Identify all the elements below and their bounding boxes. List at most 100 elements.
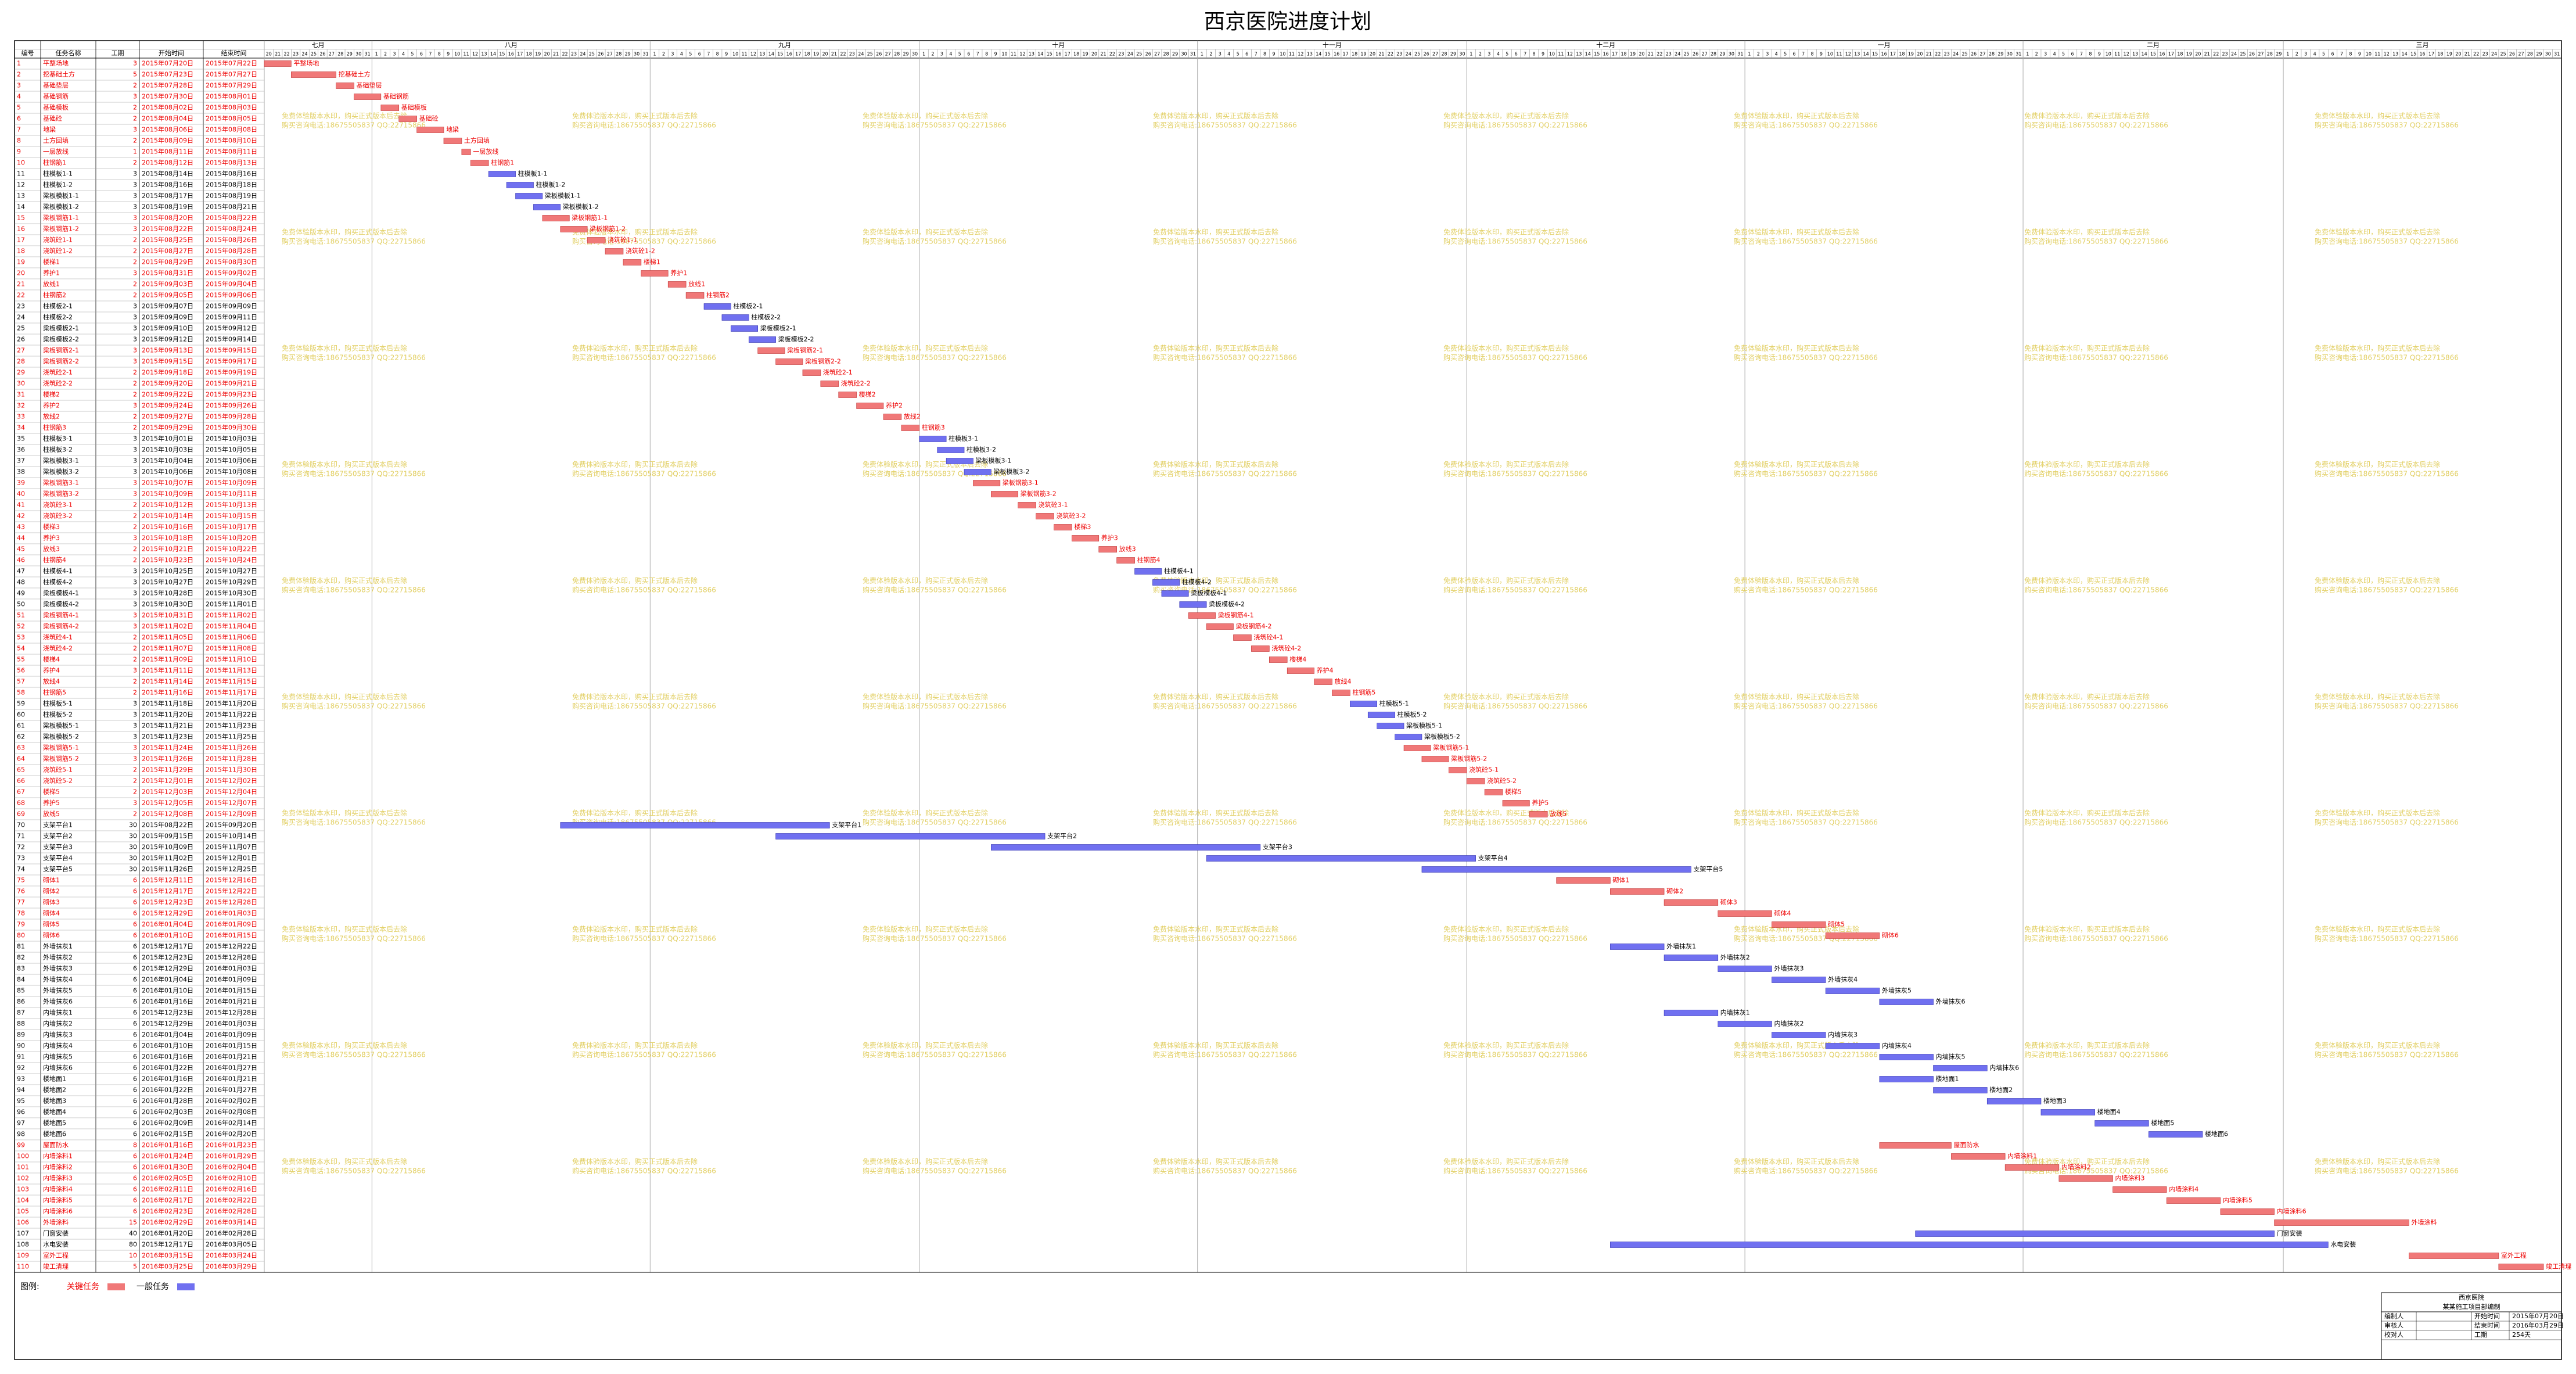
cell-text: 内墙抹灰3 xyxy=(43,1031,73,1039)
day-label: 4 xyxy=(2313,52,2316,57)
task-bar xyxy=(1161,590,1189,597)
cell-text: 2015年10月13日 xyxy=(206,501,257,509)
cell-text: 2015年09月15日 xyxy=(142,832,193,840)
cell-text: 2016年02月14日 xyxy=(206,1119,257,1127)
day-label: 3 xyxy=(2304,52,2307,57)
cell-text: 2015年10月25日 xyxy=(142,567,193,575)
cell-text: 梁板钢筋1-1 xyxy=(43,214,79,222)
day-label: 15 xyxy=(2150,52,2156,57)
cell-text: 内墙涂料5 xyxy=(43,1196,73,1204)
day-label: 29 xyxy=(2276,52,2282,57)
cell-text: 2 xyxy=(133,656,137,663)
watermark: 购买咨询电话:18675505837 QQ:22715866 xyxy=(1734,1050,1878,1059)
watermark: 购买咨询电话:18675505837 QQ:22715866 xyxy=(2024,586,2168,594)
task-bar xyxy=(2058,1175,2113,1182)
cell-text: 97 xyxy=(17,1120,25,1127)
cell-text: 6 xyxy=(133,1164,137,1171)
cell-text: 3 xyxy=(133,93,137,101)
watermark: 免费体验版本水印，购买正式版本后去除 xyxy=(282,460,407,469)
day-label: 30 xyxy=(2545,52,2551,57)
cell-text: 2016年01月04日 xyxy=(142,920,193,928)
cell-text: 外墙抹灰3 xyxy=(43,964,73,973)
day-label: 6 xyxy=(967,52,970,57)
cell-text: 68 xyxy=(17,799,25,807)
cell-text: 2015年09月15日 xyxy=(142,357,193,365)
bar-label: 内墙涂料3 xyxy=(2115,1174,2145,1182)
month-label: 十二月 xyxy=(1596,41,1615,49)
watermark: 免费体验版本水印，购买正式版本后去除 xyxy=(572,693,698,701)
cell-text: 2015年12月29日 xyxy=(142,909,193,917)
cell-text: 柱钢筋5 xyxy=(43,688,66,697)
cell-text: 6 xyxy=(133,1020,137,1028)
cell-text: 2015年10月07日 xyxy=(142,479,193,487)
day-label: 5 xyxy=(958,52,961,57)
cell-text: 37 xyxy=(17,457,25,465)
cell-text: 2015年11月10日 xyxy=(206,655,257,663)
cell-text: 50 xyxy=(17,601,25,608)
day-label: 20 xyxy=(1370,52,1375,57)
cell-text: 2015年08月24日 xyxy=(206,225,257,233)
bar-label: 柱模板5-2 xyxy=(1397,711,1427,719)
task-bar xyxy=(1986,1098,2042,1104)
day-label: 7 xyxy=(1802,52,1805,57)
watermark: 购买咨询电话:18675505837 QQ:22715866 xyxy=(2024,1167,2168,1175)
legend-swatch xyxy=(177,1283,195,1290)
cell-text: 2016年01月16日 xyxy=(142,998,193,1006)
cell-text: 98 xyxy=(17,1131,25,1138)
task-bar xyxy=(2498,1264,2544,1270)
cell-text: 2015年11月29日 xyxy=(142,766,193,774)
cell-text: 6 xyxy=(133,877,137,884)
watermark: 免费体验版本水印，购买正式版本后去除 xyxy=(2315,693,2440,701)
day-label: 22 xyxy=(2213,52,2219,57)
cell-text: 3 xyxy=(17,82,21,89)
bar-label: 楼梯2 xyxy=(859,390,876,399)
day-label: 12 xyxy=(750,52,756,57)
watermark: 免费体验版本水印，购买正式版本后去除 xyxy=(2315,809,2440,817)
day-label: 30 xyxy=(355,52,361,57)
day-label: 8 xyxy=(716,52,719,57)
cell-text: 92 xyxy=(17,1064,25,1072)
day-label: 10 xyxy=(1549,52,1555,57)
bar-label: 柱钢筋4 xyxy=(1137,556,1161,564)
cell-text: 6 xyxy=(133,987,137,995)
day-label: 22 xyxy=(1657,52,1662,57)
day-label: 21 xyxy=(2204,52,2210,57)
day-label: 17 xyxy=(2168,52,2174,57)
bar-label: 梁板模板1-2 xyxy=(563,203,599,211)
cell-text: 8 xyxy=(17,137,21,145)
day-label: 16 xyxy=(1881,52,1887,57)
day-label: 17 xyxy=(1343,52,1349,57)
bar-label: 浇筑砼3-2 xyxy=(1057,512,1086,520)
cell-text: 71 xyxy=(17,833,25,840)
cell-text: 2015年07月20日 xyxy=(142,59,193,67)
bar-label: 浇筑砼1-1 xyxy=(608,236,637,244)
day-label: 10 xyxy=(454,52,460,57)
cell-text: 2015年09月21日 xyxy=(206,379,257,388)
info-project: 西京医院 xyxy=(2459,1293,2484,1301)
cell-text: 2 xyxy=(133,424,137,432)
watermark: 购买咨询电话:18675505837 QQ:22715866 xyxy=(2024,121,2168,130)
cell-text: 2015年10月21日 xyxy=(142,545,193,553)
cell-text: 外墙抹灰2 xyxy=(43,953,73,962)
cell-text: 2015年11月13日 xyxy=(206,666,257,675)
day-label: 3 xyxy=(1219,52,1221,57)
cell-text: 2015年08月11日 xyxy=(142,148,193,156)
info-label: 审核人 xyxy=(2384,1321,2403,1329)
cell-text: 2015年10月05日 xyxy=(206,446,257,454)
watermark: 购买咨询电话:18675505837 QQ:22715866 xyxy=(282,702,426,711)
cell-text: 52 xyxy=(17,623,25,630)
cell-text: 80 xyxy=(17,932,25,939)
bar-label: 楼梯3 xyxy=(1074,523,1091,531)
cell-text: 2016年03月05日 xyxy=(206,1240,257,1249)
task-bar xyxy=(757,347,785,354)
task-bar xyxy=(1718,910,1772,917)
day-label: 25 xyxy=(867,52,873,57)
day-label: 11 xyxy=(2374,52,2380,57)
cell-text: 2 xyxy=(133,523,137,531)
bar-label: 养护1 xyxy=(670,269,687,277)
day-label: 13 xyxy=(2132,52,2138,57)
day-label: 6 xyxy=(698,52,701,57)
cell-text: 46 xyxy=(17,557,25,564)
cell-text: 3 xyxy=(133,612,137,619)
cell-text: 30 xyxy=(17,380,25,388)
